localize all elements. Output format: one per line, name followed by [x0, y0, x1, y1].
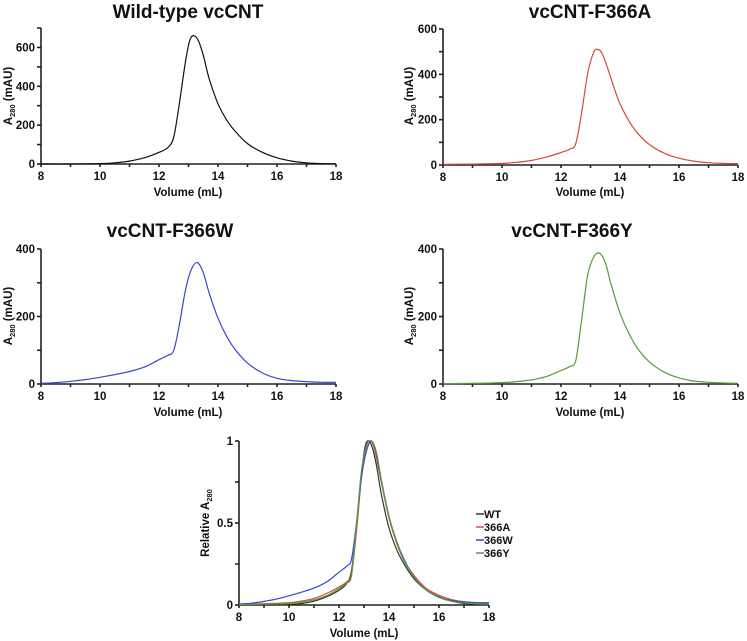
y-axis-label-unit: (mAU): [404, 67, 416, 105]
x-axis-label: Volume (mL): [556, 407, 625, 419]
series-line-366y: [238, 440, 490, 606]
x-tick-label: 16: [433, 612, 446, 624]
legend-label: 366A: [484, 522, 510, 534]
y-axis-label: Relative A280: [200, 489, 214, 557]
x-tick-label: 8: [38, 171, 45, 183]
series-line-366w: [238, 440, 490, 605]
y-axis-label: A280 (mAU): [404, 67, 418, 126]
x-tick-label: 14: [614, 172, 627, 184]
panel-wild-type: Wild-type vcCNT 8 10 12 14 16 18 0 200 400 600 Vo…: [3, 2, 343, 199]
x-tick-label: 14: [614, 391, 627, 403]
x-tick-label: 12: [555, 391, 568, 403]
x-tick-label: 18: [732, 391, 745, 403]
x-tick-label: 16: [271, 391, 284, 403]
y-tick-label: 400: [16, 244, 35, 256]
panel-overlay: 8 10 12 14 16 18 0 0.5 1 Volume (mL) Relative A2…: [200, 436, 513, 640]
panel-f366w: vcCNT-F366W 8 10 12 14 16 18 0 200 400 Volume (m…: [3, 221, 343, 419]
y-tick-label: 0: [227, 600, 233, 612]
x-tick-label: 12: [153, 171, 166, 183]
y-axis-label-sub: 280: [8, 104, 17, 117]
panel-f366y: vcCNT-F366Y 8 10 12 14 16 18 0 200 400 Volume (m…: [404, 221, 745, 419]
x-tick-label: 10: [496, 391, 509, 403]
y-tick-label: 0: [431, 379, 437, 391]
x-tick-label: 8: [236, 612, 243, 624]
y-tick-label: 600: [16, 42, 35, 54]
x-tick-label: 14: [212, 171, 225, 183]
series-line-vccnt-f366y: [442, 252, 739, 385]
x-tick-label: 12: [333, 612, 346, 624]
y-axis-label: A280 (mAU): [3, 287, 17, 346]
x-tick-label: 18: [330, 391, 343, 403]
x-tick-label: 12: [555, 172, 568, 184]
series-line-wild-type-vccnt: [40, 35, 337, 165]
x-tick-label: 14: [383, 612, 396, 624]
y-tick-label: 200: [418, 115, 437, 127]
x-axis-label: Volume (mL): [556, 187, 625, 199]
x-tick-label: 16: [673, 391, 686, 403]
legend-label: WT: [484, 509, 501, 521]
y-tick-label: 200: [16, 312, 35, 324]
chart-title: vcCNT-F366Y: [511, 221, 633, 242]
y-axis-label-unit: (mAU): [404, 287, 416, 325]
chart-title: vcCNT-F366W: [107, 221, 234, 242]
x-tick-label: 16: [673, 172, 686, 184]
y-tick-label: 200: [418, 312, 437, 324]
series-line-vccnt-f366w: [40, 261, 337, 384]
x-tick-label: 8: [38, 391, 45, 403]
series-line-366a: [238, 440, 490, 605]
series-line-wt: [238, 440, 490, 606]
x-tick-label: 10: [94, 171, 107, 183]
y-axis-label-main: A: [3, 337, 15, 345]
series-line-vccnt-f366a: [442, 48, 739, 165]
y-axis-label-sub: 280: [409, 104, 418, 117]
y-tick-label: 200: [16, 120, 35, 132]
x-tick-label: 12: [153, 391, 166, 403]
x-tick-label: 18: [483, 612, 496, 624]
legend-label: 366W: [484, 535, 513, 547]
x-tick-label: 8: [440, 172, 447, 184]
x-tick-label: 18: [330, 171, 343, 183]
chart-title: vcCNT-F366A: [529, 2, 652, 23]
x-tick-label: 14: [212, 391, 225, 403]
x-axis-label: Volume (mL): [154, 407, 223, 419]
y-tick-label: 0: [431, 160, 437, 172]
y-axis-label-sub: 280: [409, 324, 418, 337]
legend-label: 366Y: [484, 548, 510, 560]
y-tick-label: 0.5: [217, 518, 234, 530]
x-tick-label: 8: [440, 391, 447, 403]
y-axis-label-unit: (mAU): [3, 287, 15, 325]
y-tick-label: 400: [418, 244, 437, 256]
y-tick-label: 600: [418, 24, 437, 36]
y-tick-label: 400: [16, 81, 35, 93]
x-axis-label: Volume (mL): [330, 628, 399, 640]
y-axis-label-main: Relative A: [200, 502, 212, 557]
y-axis-label-unit: (mAU): [3, 67, 15, 105]
y-axis-label-sub: 280: [8, 324, 17, 337]
x-tick-label: 10: [94, 391, 107, 403]
x-tick-label: 10: [496, 172, 509, 184]
y-axis-label: A280 (mAU): [3, 67, 17, 126]
y-tick-label: 0: [29, 159, 35, 171]
x-tick-label: 10: [283, 612, 296, 624]
y-axis-label: A280 (mAU): [404, 287, 418, 346]
y-axis-label-main: A: [404, 337, 416, 345]
y-tick-label: 0: [29, 379, 35, 391]
y-axis-label-main: A: [404, 117, 416, 125]
panel-f366a: vcCNT-F366A 8 10 12 14 16 18 0 200 400 600 Volume…: [404, 2, 745, 199]
y-tick-label: 1: [227, 436, 234, 448]
chart-title: Wild-type vcCNT: [113, 2, 264, 23]
y-axis-label-main: A: [3, 117, 15, 125]
x-axis-label: Volume (mL): [154, 187, 223, 199]
y-tick-label: 400: [418, 69, 437, 81]
x-tick-label: 16: [271, 171, 284, 183]
x-tick-label: 18: [732, 172, 745, 184]
y-axis-label-sub: 280: [205, 489, 214, 502]
